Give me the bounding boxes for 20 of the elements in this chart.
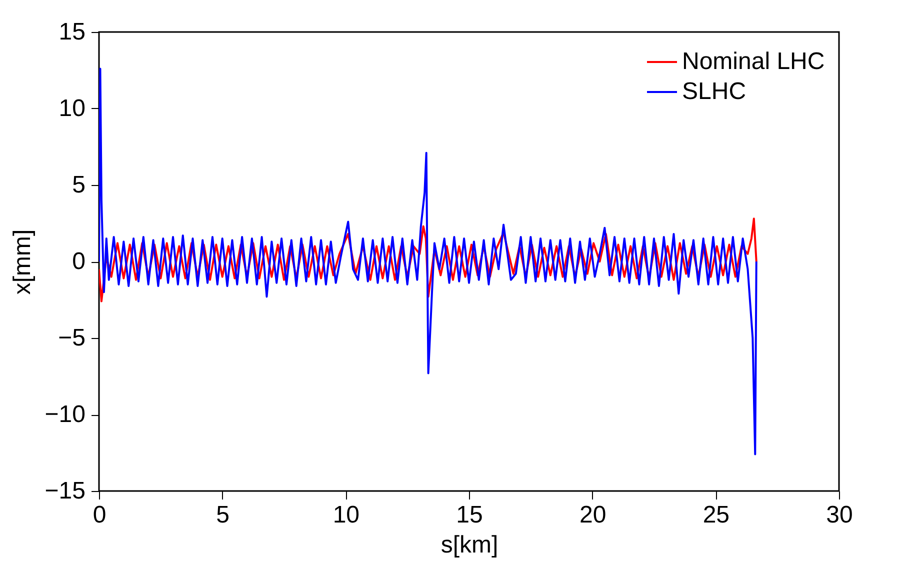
y-tick-label: 10 xyxy=(58,95,86,122)
y-tick-label: 5 xyxy=(72,172,86,198)
legend-label: SLHC xyxy=(682,78,746,105)
y-tick-label: −5 xyxy=(58,324,86,352)
y-tick-label: 0 xyxy=(72,248,86,275)
x-tick-label: 30 xyxy=(826,502,853,528)
x-tick-label: 5 xyxy=(216,502,230,528)
x-tick-label: 20 xyxy=(579,502,606,528)
x-tick-label: 10 xyxy=(332,502,360,528)
y-tick-label: −15 xyxy=(44,478,86,504)
x-tick-label: 15 xyxy=(456,502,483,528)
legend-label: Nominal LHC xyxy=(682,48,825,75)
x-tick-label: 0 xyxy=(92,502,106,528)
x-axis-title: s[km] xyxy=(440,532,498,558)
line-series xyxy=(99,218,758,302)
x-tick-label: 25 xyxy=(702,502,730,528)
y-tick-label: −10 xyxy=(44,401,86,428)
y-axis-title: x[mm] xyxy=(8,229,36,295)
line-series xyxy=(99,68,758,456)
y-tick-label: 15 xyxy=(58,18,86,46)
